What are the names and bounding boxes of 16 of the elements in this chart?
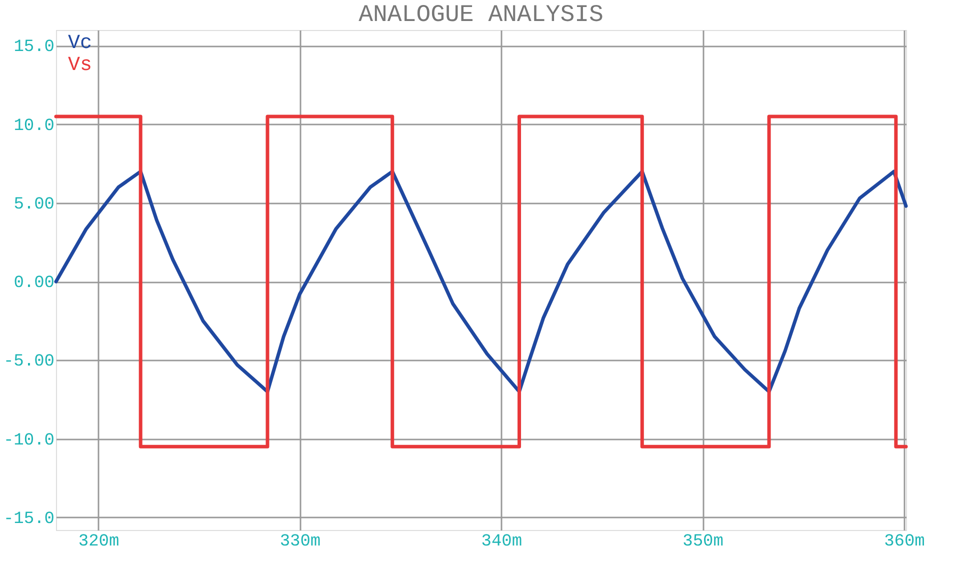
y-tick-label: -10.0 (3, 431, 54, 450)
x-tick-label: 340m (481, 532, 522, 552)
y-tick-label: 10.0 (14, 116, 54, 136)
x-tick-label: 350m (682, 532, 724, 552)
series-label: Vs (68, 54, 92, 77)
x-tick-label: 330m (280, 532, 321, 552)
y-tick-label: 0.00 (14, 274, 54, 294)
y-tick-label: -5.00 (3, 352, 54, 372)
text: Vc (68, 32, 92, 55)
y-tick-label: 15.0 (14, 38, 54, 58)
x-tick-label: 360m (884, 532, 925, 552)
line-series (54, 170, 908, 394)
y-tick-label: -15.0 (3, 510, 54, 529)
chart-title: ANALOGUE ANALYSIS (358, 2, 604, 29)
x-tick-label: 320m (78, 532, 120, 552)
y-tick-label: 5.00 (14, 195, 54, 214)
